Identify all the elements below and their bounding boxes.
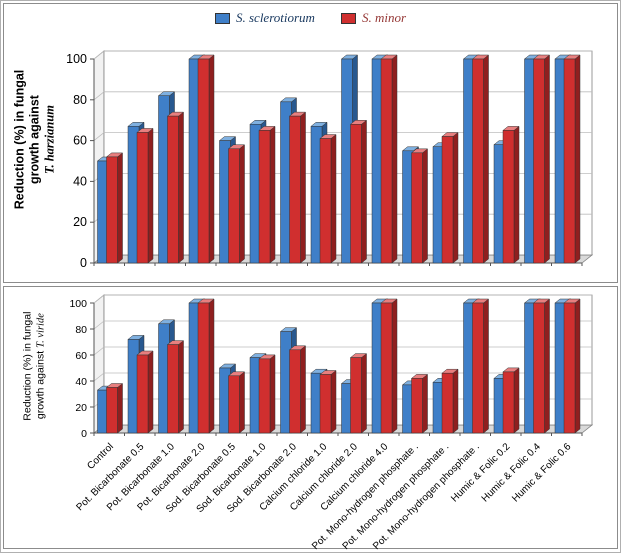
y-tick-label: 0 (80, 256, 87, 270)
y-tick-label: 60 (75, 350, 87, 362)
bar-side (361, 353, 367, 434)
bar-side (544, 298, 550, 434)
y-tick-label: 80 (75, 324, 87, 336)
gridline-connector (93, 372, 105, 382)
bar-side (361, 119, 367, 264)
bar (533, 302, 545, 434)
bar (533, 58, 545, 264)
bar-side (239, 144, 245, 264)
gridline-connector (93, 91, 105, 101)
bar-side (544, 54, 550, 264)
legend-item-sclerotiorum: S. sclerotiorum (214, 10, 315, 26)
bar (289, 115, 301, 264)
gridline-connector (93, 50, 105, 60)
y-tick-label: 100 (69, 298, 87, 310)
bar-side (239, 371, 245, 434)
bar-side (452, 131, 459, 264)
bar (563, 302, 576, 434)
bar (319, 374, 332, 434)
bar (380, 58, 393, 264)
bar (502, 130, 515, 264)
bar (441, 372, 454, 434)
x-axis-label: Humic & Folic 0.6 (510, 441, 573, 504)
legend-item-minor: S. minor (340, 10, 407, 26)
legend-swatch-red (340, 12, 356, 24)
bar (380, 302, 393, 434)
bar-side (147, 350, 154, 434)
legend: S. sclerotiorum S. minor (4, 4, 617, 29)
bar-side (391, 54, 398, 264)
bar-side (483, 54, 489, 264)
y-tick-label: 20 (75, 402, 87, 414)
y-tick-label: 40 (73, 174, 87, 188)
bar-side (422, 148, 428, 264)
gridline-connector (93, 346, 105, 356)
bar (258, 358, 271, 434)
bar-side (513, 125, 520, 264)
y-tick-label: 80 (73, 93, 87, 107)
bar-side (483, 298, 489, 434)
bar-side (452, 368, 459, 434)
legend-label-minor: S. minor (361, 10, 407, 25)
bar-side (574, 298, 581, 434)
gridline-connector (93, 294, 105, 304)
bar-side (117, 382, 123, 434)
bar-side (513, 367, 520, 434)
bar-side (147, 127, 154, 264)
bar-side (269, 354, 276, 434)
bar (197, 302, 210, 434)
bar (167, 115, 179, 264)
bar (228, 148, 240, 264)
bar (258, 130, 271, 264)
bar (411, 152, 423, 264)
bar-side (300, 111, 306, 264)
bar-side (422, 373, 428, 434)
gridline-connector (93, 132, 105, 141)
gridline-connector (93, 320, 105, 330)
bar (472, 58, 484, 264)
bar-side (208, 54, 215, 264)
y-tick-label: 40 (75, 376, 87, 388)
bar (472, 302, 484, 434)
y-tick-label: 0 (81, 428, 87, 440)
bar (319, 138, 332, 264)
bar (350, 124, 362, 264)
bar (167, 344, 179, 434)
bar-side (391, 298, 398, 434)
bar-side (178, 340, 184, 434)
bar-side (117, 152, 123, 264)
chart-panel-viride: Reduction (%) in fungal growth against T… (3, 286, 618, 550)
bar (136, 354, 149, 434)
bar (502, 371, 515, 434)
bar (411, 378, 423, 434)
bar-side (269, 125, 276, 264)
bar (106, 156, 118, 264)
chart-svg-harzianum: 0 20 40 60 80 100 (66, 50, 594, 270)
chart-panel-harzianum: S. sclerotiorum S. minor Reduction (%) i… (3, 3, 618, 283)
bar (197, 58, 210, 264)
bar (106, 387, 118, 434)
y-tick-label: 100 (66, 52, 87, 66)
bar (350, 357, 362, 434)
legend-label-sclerotiorum: S. sclerotiorum (235, 10, 315, 25)
y-tick-label: 20 (73, 215, 87, 229)
bar-side (330, 134, 337, 264)
bar (441, 136, 454, 264)
bar-side (330, 369, 337, 434)
bar-side (208, 298, 215, 434)
bar (289, 349, 301, 434)
bar (563, 58, 576, 264)
bar-side (300, 345, 306, 434)
bar (228, 375, 240, 434)
bar-side (574, 54, 581, 264)
y-tick-label: 60 (73, 134, 87, 148)
bar (136, 132, 149, 264)
bar-side (178, 111, 184, 264)
legend-swatch-blue (214, 12, 230, 24)
